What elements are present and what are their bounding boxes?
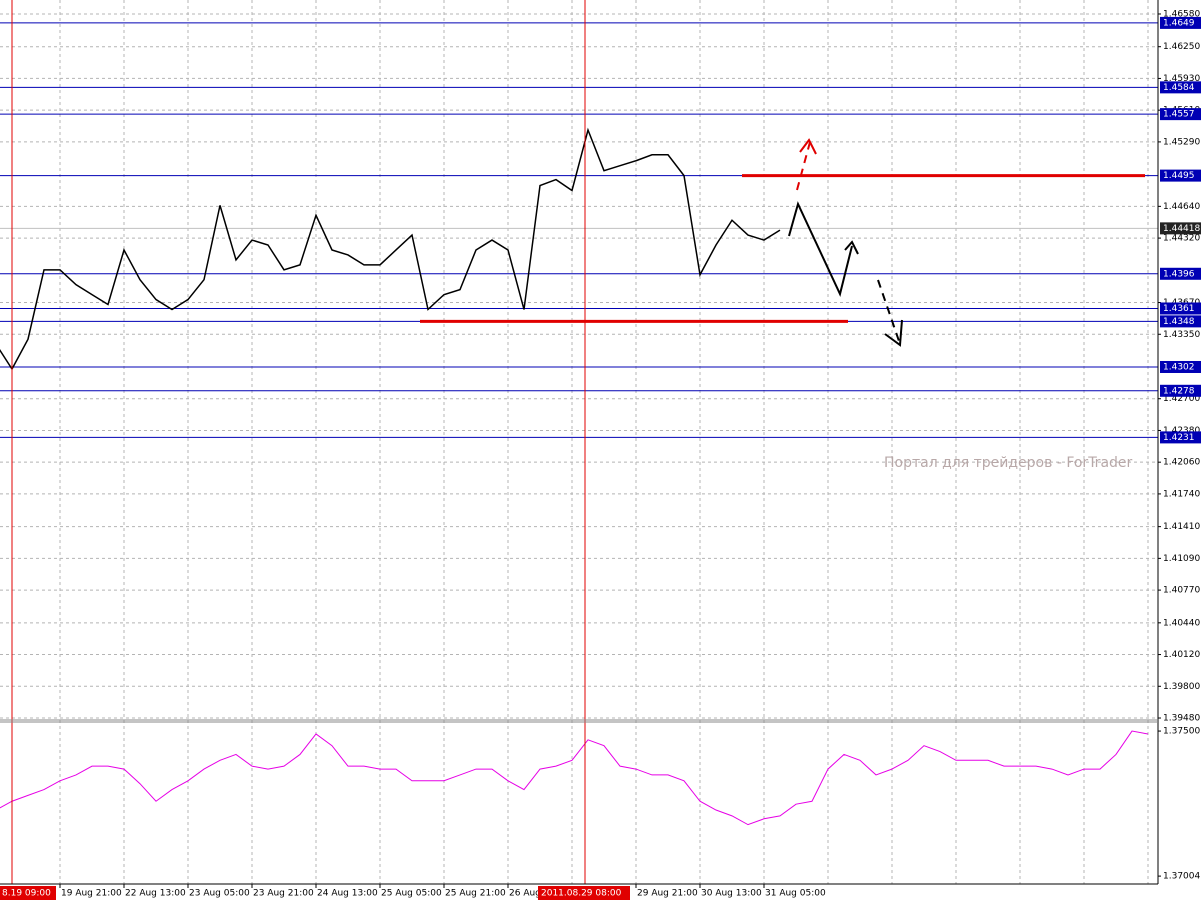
y-tick-label: 1.45290 xyxy=(1163,137,1200,147)
x-tick-label: 25 Aug 21:00 xyxy=(445,889,506,899)
x-tick-label: 24 Aug 13:00 xyxy=(317,889,378,899)
x-tick-label: 22 Aug 13:00 xyxy=(125,889,186,899)
grid xyxy=(0,0,1158,884)
level-label: 1.4396 xyxy=(1163,269,1195,279)
y-tick-label: 1.42380 xyxy=(1163,426,1200,436)
cursor-label: 2011.08.29 08:00 xyxy=(541,889,622,899)
level-label: 1.4584 xyxy=(1163,83,1195,93)
y-tick-label: 1.44320 xyxy=(1163,234,1200,244)
cursor-label: 8.19 09:00 xyxy=(2,889,51,899)
x-tick-label: 29 Aug 21:00 xyxy=(637,889,698,899)
y-tick-label: 1.40770 xyxy=(1163,586,1200,596)
arrow-head xyxy=(884,319,903,347)
level-label-box xyxy=(1160,169,1201,182)
levels xyxy=(0,22,1158,438)
y-tick-label: 1.39480 xyxy=(1163,714,1200,724)
x-tick-label: 30 Aug 13:00 xyxy=(701,889,762,899)
level-label-box xyxy=(1160,384,1201,397)
y-tick-label: 1.41740 xyxy=(1163,489,1200,499)
level-label: 1.4361 xyxy=(1163,304,1195,314)
x-tick-label: 23 Aug 05:00 xyxy=(189,889,250,899)
y2-tick-label: 1.37500 xyxy=(1163,727,1200,737)
y-tick-label: 1.39800 xyxy=(1163,682,1200,692)
y-tick-label: 1.43350 xyxy=(1163,330,1200,340)
y-tick-label: 1.40120 xyxy=(1163,650,1200,660)
level-label-box xyxy=(1160,431,1201,444)
x-tick-label: 19 Aug 21:00 xyxy=(61,889,122,899)
level-label-box xyxy=(1160,108,1201,121)
y-tick-label: 1.42060 xyxy=(1163,458,1200,468)
level-label: 1.4278 xyxy=(1163,386,1195,396)
x-tick-label: 23 Aug 21:00 xyxy=(253,889,314,899)
arrow-head xyxy=(844,240,859,255)
level-label: 1.4649 xyxy=(1163,18,1195,28)
forecast-arrow xyxy=(877,279,901,345)
x-tick-label: 31 Aug 05:00 xyxy=(765,889,826,899)
level-label-box xyxy=(1160,315,1201,328)
x-tick-label: 26 Aug xyxy=(509,889,541,899)
y-tick-label: 1.46250 xyxy=(1163,42,1200,52)
y2-tick-label: 1.37004 xyxy=(1163,872,1200,882)
y-tick-label: 1.40440 xyxy=(1163,618,1200,628)
y-tick-label: 1.46580 xyxy=(1163,9,1200,19)
last-price-label: 1.44418 xyxy=(1163,224,1200,234)
level-label-box xyxy=(1160,16,1201,29)
series-line xyxy=(0,730,1149,826)
last-price-box xyxy=(1160,222,1201,235)
cursor-label-box xyxy=(0,886,56,900)
level-label-box xyxy=(1160,81,1201,94)
y-tick-label: 1.44640 xyxy=(1163,202,1200,212)
y-tick-label: 1.41410 xyxy=(1163,522,1200,532)
level-label: 1.4348 xyxy=(1163,317,1195,327)
level-label: 1.4557 xyxy=(1163,110,1195,120)
level-label-box xyxy=(1160,302,1201,315)
cursor-label-box xyxy=(538,886,630,900)
level-label-box xyxy=(1160,360,1201,373)
y-tick-label: 1.41090 xyxy=(1163,554,1200,564)
x-tick-label: 25 Aug 05:00 xyxy=(381,889,442,899)
forecast-arrow xyxy=(788,201,853,297)
level-label: 1.4231 xyxy=(1163,433,1195,443)
watermark: Портал для трейдеров - ForTrader xyxy=(884,455,1133,471)
y-tick-label: 1.42700 xyxy=(1163,394,1200,404)
level-label: 1.4302 xyxy=(1163,362,1195,372)
series-line xyxy=(0,127,781,371)
y-tick-label: 1.45930 xyxy=(1163,74,1200,84)
arrow-head xyxy=(799,138,817,155)
level-label: 1.4495 xyxy=(1163,171,1195,181)
level-label-box xyxy=(1160,267,1201,280)
axes: 1.465801.462501.459301.456101.452901.446… xyxy=(59,9,1201,899)
series xyxy=(0,127,1149,826)
